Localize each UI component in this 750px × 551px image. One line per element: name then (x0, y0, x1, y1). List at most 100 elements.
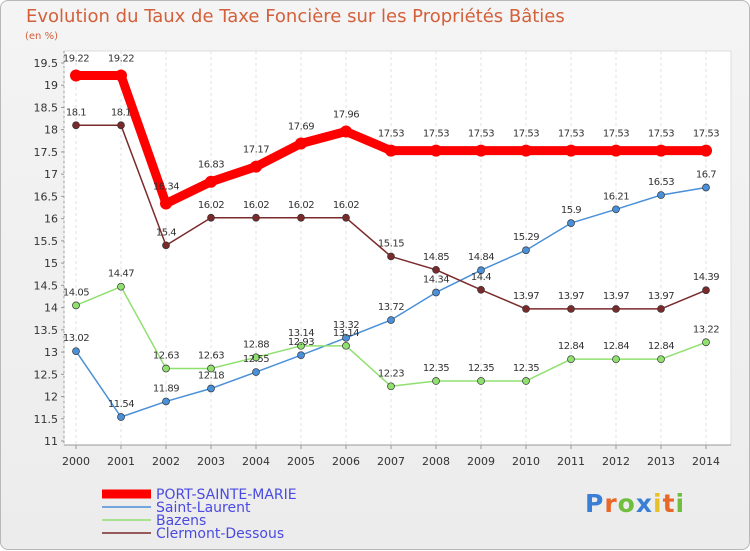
data-point (162, 397, 170, 406)
data-label: 12.55 (243, 354, 269, 365)
legend-label: PORT-SAINTE-MARIE (156, 487, 297, 503)
data-label: 12.35 (513, 363, 539, 374)
data-label: 15.9 (561, 205, 581, 216)
y-tick-label: 13 (44, 346, 58, 359)
legend-label: Clermont-Dessous (156, 526, 284, 542)
data-label: 16.02 (243, 200, 269, 211)
x-tick-label: 2002 (152, 455, 180, 468)
x-tick-label: 2007 (377, 455, 405, 468)
data-point (252, 368, 260, 376)
logo-letter: o (617, 489, 636, 518)
data-label: 16.53 (648, 177, 674, 188)
data-point (70, 69, 82, 82)
data-point (387, 316, 395, 324)
data-label: 14.39 (693, 272, 719, 283)
logo-letter: i (653, 489, 663, 518)
legend: PORT-SAINTE-MARIESaint-LaurentBazensCler… (102, 487, 297, 542)
data-point (475, 144, 487, 157)
data-point (612, 205, 620, 214)
data-point (520, 144, 532, 157)
data-point (522, 246, 530, 255)
data-point (432, 265, 440, 274)
data-point (477, 266, 485, 275)
data-point (342, 333, 350, 342)
data-point (297, 213, 305, 222)
data-point (610, 144, 622, 157)
data-point (252, 213, 260, 222)
data-point (252, 353, 260, 362)
data-label: 15.15 (378, 238, 404, 249)
data-label: 13.14 (333, 328, 359, 339)
x-tick-label: 2010 (512, 455, 540, 468)
data-label: 13.22 (693, 324, 719, 335)
y-tick-label: 18 (44, 124, 58, 137)
y-tick-label: 18.5 (34, 101, 59, 114)
x-tick-label: 2009 (467, 455, 495, 468)
data-point (567, 219, 575, 227)
data-point (522, 377, 530, 385)
y-tick-label: 14.5 (34, 279, 59, 292)
y-tick-label: 14 (44, 302, 58, 315)
x-tick-label: 2001 (107, 455, 135, 468)
data-label: 14.4 (471, 272, 491, 283)
data-point (207, 384, 215, 393)
y-tick-label: 13.5 (34, 324, 59, 337)
data-label: 13.14 (288, 328, 314, 339)
data-label: 17.53 (513, 129, 539, 140)
data-label: 13.97 (513, 291, 539, 302)
data-point (565, 144, 577, 157)
data-point (207, 364, 215, 373)
data-point (387, 252, 395, 261)
data-point (342, 213, 350, 222)
data-point (657, 355, 665, 364)
y-tick-label: 15 (44, 257, 58, 270)
data-label: 17.53 (468, 129, 494, 140)
data-label: 12.23 (378, 368, 404, 379)
data-label: 16.02 (198, 200, 224, 211)
x-tick-label: 2000 (62, 455, 90, 468)
data-point (295, 137, 307, 150)
data-label: 17.69 (288, 121, 314, 132)
data-point (160, 197, 172, 210)
data-label: 12.63 (153, 351, 179, 362)
data-label: 14.85 (423, 252, 449, 263)
proxiti-logo: Proxiti (585, 489, 685, 518)
data-point (205, 175, 217, 188)
logo-letter: r (604, 489, 618, 518)
data-label: 13.97 (558, 291, 584, 302)
data-label: 11.54 (108, 399, 134, 410)
data-label: 12.63 (198, 351, 224, 362)
data-label: 13.72 (378, 302, 404, 313)
data-labels: 19.22 19.22 16.34 16.83 17.17 17.69 17.96 17.53… (63, 53, 720, 410)
data-point (702, 183, 710, 192)
data-point (432, 377, 440, 385)
data-point (207, 213, 215, 222)
x-tick-label: 2005 (287, 455, 315, 468)
data-label: 18.1 (66, 107, 86, 118)
data-point (72, 347, 80, 356)
data-point (385, 144, 397, 157)
data-point (72, 301, 80, 310)
data-point (657, 191, 665, 199)
data-point (117, 121, 125, 130)
data-label: 17.53 (423, 129, 449, 140)
data-point (387, 382, 395, 391)
series-layer (70, 69, 712, 421)
data-label: 12.84 (603, 341, 629, 352)
data-point (657, 305, 665, 313)
logo-letter: P (585, 489, 605, 518)
data-label: 16.21 (603, 191, 629, 202)
data-label: 18.1 (111, 107, 131, 118)
data-point (567, 355, 575, 364)
data-label: 14.84 (468, 252, 494, 263)
data-label: 12.35 (468, 363, 494, 374)
legend-label: Saint-Laurent (156, 500, 251, 516)
data-label: 17.96 (333, 109, 359, 120)
data-label: 11.89 (153, 383, 179, 394)
y-tick-label: 11 (44, 435, 58, 448)
data-label: 16.34 (153, 182, 179, 193)
data-point (655, 144, 667, 157)
data-label: 16.02 (288, 200, 314, 211)
